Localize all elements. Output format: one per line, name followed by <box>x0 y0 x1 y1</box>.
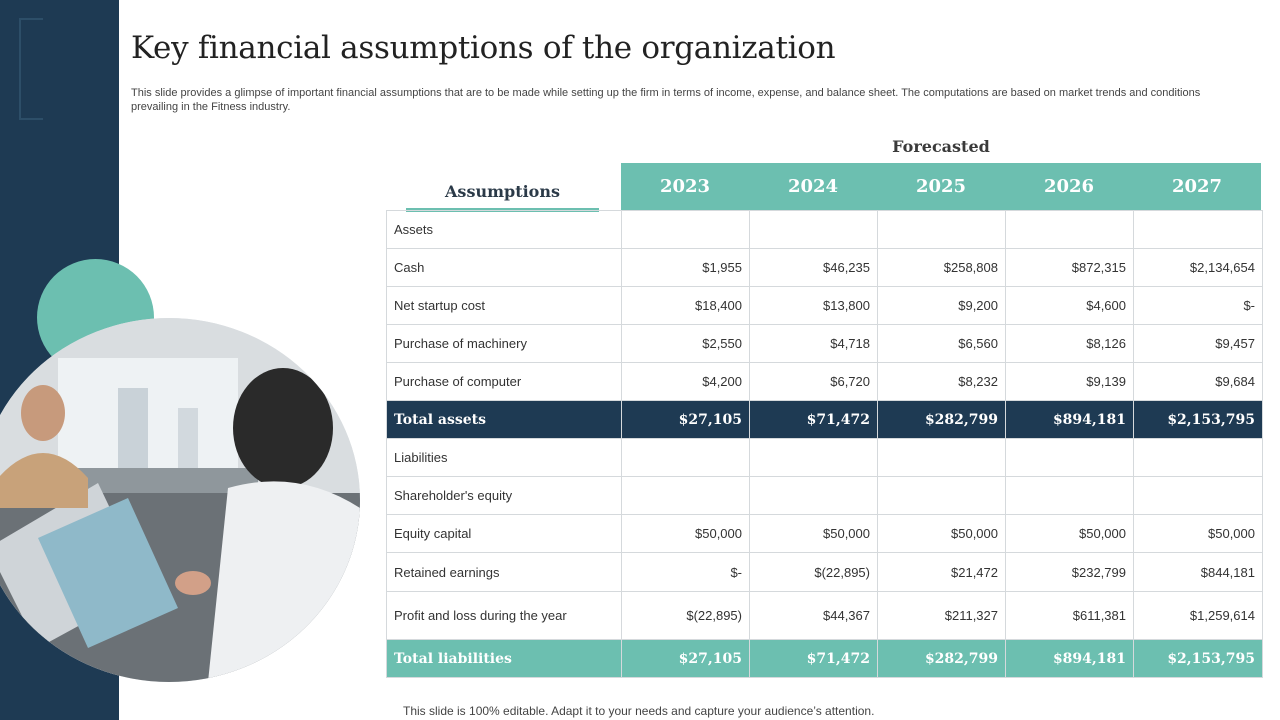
value-cell <box>877 438 1006 477</box>
value-cell: $2,153,795 <box>1133 639 1263 678</box>
value-cell <box>877 476 1006 515</box>
page-title: Key financial assumptions of the organiz… <box>131 30 836 66</box>
value-cell: $6,560 <box>877 324 1006 363</box>
table-row: Assets <box>386 210 1263 249</box>
value-cell: $4,200 <box>621 362 750 401</box>
value-cell: $2,134,654 <box>1133 248 1263 287</box>
value-cell: $282,799 <box>877 639 1006 678</box>
value-cell: $50,000 <box>621 514 750 553</box>
table-row: Retained earnings $- $(22,895) $21,472 $232,… <box>386 552 1263 592</box>
year-header-cell: 2024 <box>787 176 839 197</box>
value-cell <box>1133 438 1263 477</box>
row-label: Purchase of computer <box>386 362 622 401</box>
value-cell: $9,200 <box>877 286 1006 325</box>
value-cell: $18,400 <box>621 286 750 325</box>
value-cell: $211,327 <box>877 591 1006 640</box>
financial-table: Assets Cash $1,955 $46,235 $258,808 $872,315 $… <box>386 210 1263 678</box>
value-cell: $4,600 <box>1005 286 1134 325</box>
value-cell <box>877 210 1006 249</box>
value-cell: $282,799 <box>877 400 1006 439</box>
value-cell: $13,800 <box>749 286 878 325</box>
row-label: Equity capital <box>386 514 622 553</box>
value-cell: $844,181 <box>1133 552 1263 592</box>
value-cell: $- <box>1133 286 1263 325</box>
value-cell: $1,955 <box>621 248 750 287</box>
table-row: Total assets $27,105 $71,472 $282,799 $894,1… <box>386 400 1263 439</box>
year-header-cell: 2023 <box>659 176 711 197</box>
value-cell: $2,550 <box>621 324 750 363</box>
value-cell <box>621 438 750 477</box>
row-label: Retained earnings <box>386 552 622 592</box>
table-row: Total liabilities $27,105 $71,472 $282,799 $… <box>386 639 1263 678</box>
value-cell: $27,105 <box>621 400 750 439</box>
value-cell: $71,472 <box>749 400 878 439</box>
value-cell: $6,720 <box>749 362 878 401</box>
year-header-row: 2023 2024 2025 2026 2027 <box>621 163 1261 210</box>
value-cell: $258,808 <box>877 248 1006 287</box>
footer-note: This slide is 100% editable. Adapt it to… <box>403 704 875 718</box>
value-cell: $894,181 <box>1005 639 1134 678</box>
value-cell: $44,367 <box>749 591 878 640</box>
value-cell <box>1005 210 1134 249</box>
row-label: Profit and loss during the year <box>386 591 622 640</box>
value-cell: $9,457 <box>1133 324 1263 363</box>
value-cell <box>621 476 750 515</box>
table-row: Cash $1,955 $46,235 $258,808 $872,315 $2,134,… <box>386 248 1263 287</box>
value-cell <box>749 476 878 515</box>
row-label: Cash <box>386 248 622 287</box>
year-header-cell: 2026 <box>1043 176 1095 197</box>
value-cell: $- <box>621 552 750 592</box>
value-cell: $50,000 <box>1005 514 1134 553</box>
year-header-cell: 2027 <box>1171 176 1223 197</box>
value-cell: $8,232 <box>877 362 1006 401</box>
row-label: Net startup cost <box>386 286 622 325</box>
value-cell: $50,000 <box>749 514 878 553</box>
row-label: Assets <box>386 210 622 249</box>
value-cell <box>621 210 750 249</box>
row-label: Total assets <box>386 400 622 439</box>
value-cell: $8,126 <box>1005 324 1134 363</box>
forecasted-label: Forecasted <box>892 137 990 156</box>
value-cell <box>1133 210 1263 249</box>
value-cell: $2,153,795 <box>1133 400 1263 439</box>
value-cell: $1,259,614 <box>1133 591 1263 640</box>
table-row: Purchase of computer $4,200 $6,720 $8,232 $9… <box>386 362 1263 401</box>
row-label: Liabilities <box>386 438 622 477</box>
value-cell: $9,139 <box>1005 362 1134 401</box>
table-row: Equity capital $50,000 $50,000 $50,000 $50,0… <box>386 514 1263 553</box>
bracket-decoration <box>19 18 43 120</box>
value-cell <box>1133 476 1263 515</box>
value-cell: $(22,895) <box>621 591 750 640</box>
value-cell: $9,684 <box>1133 362 1263 401</box>
value-cell <box>749 438 878 477</box>
value-cell: $50,000 <box>877 514 1006 553</box>
value-cell <box>1005 438 1134 477</box>
assumptions-header: Assumptions <box>445 182 560 201</box>
value-cell: $232,799 <box>1005 552 1134 592</box>
value-cell <box>1005 476 1134 515</box>
row-label: Purchase of machinery <box>386 324 622 363</box>
table-row: Net startup cost $18,400 $13,800 $9,200 $4,6… <box>386 286 1263 325</box>
year-header-cell: 2025 <box>915 176 967 197</box>
row-label: Total liabilities <box>386 639 622 678</box>
value-cell: $4,718 <box>749 324 878 363</box>
value-cell: $71,472 <box>749 639 878 678</box>
value-cell: $50,000 <box>1133 514 1263 553</box>
value-cell: $27,105 <box>621 639 750 678</box>
table-row: Purchase of machinery $2,550 $4,718 $6,560 $… <box>386 324 1263 363</box>
page-subtitle: This slide provides a glimpse of importa… <box>131 87 1201 113</box>
value-cell <box>749 210 878 249</box>
value-cell: $894,181 <box>1005 400 1134 439</box>
table-row: Shareholder's equity <box>386 476 1263 515</box>
office-meeting-photo <box>0 318 360 682</box>
row-label: Shareholder's equity <box>386 476 622 515</box>
table-row: Liabilities <box>386 438 1263 477</box>
value-cell: $46,235 <box>749 248 878 287</box>
value-cell: $21,472 <box>877 552 1006 592</box>
value-cell: $611,381 <box>1005 591 1134 640</box>
value-cell: $872,315 <box>1005 248 1134 287</box>
value-cell: $(22,895) <box>749 552 878 592</box>
table-row: Profit and loss during the year $(22,895)… <box>386 591 1263 640</box>
